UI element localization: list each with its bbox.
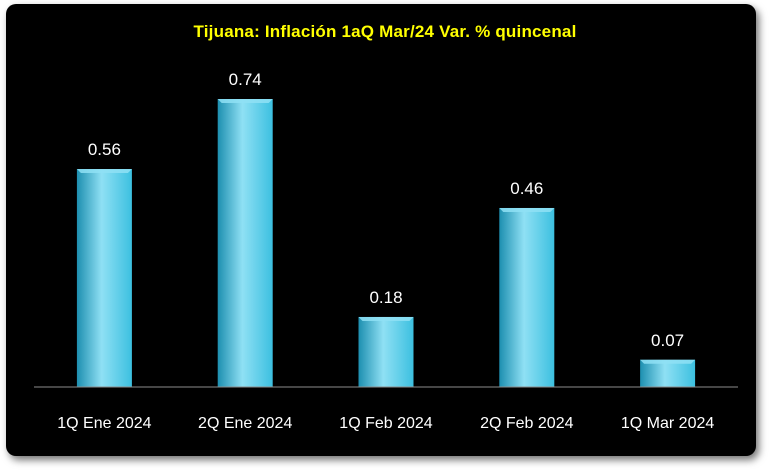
chart-title: Tijuana: Inflación 1aQ Mar/24 Var. % qui… <box>193 22 577 41</box>
bar-bevel-4 <box>499 207 555 212</box>
bar-bevel-3 <box>358 316 414 321</box>
bar-bevel-1 <box>76 169 132 174</box>
x-tick-label-5: 1Q Mar 2024 <box>621 415 714 432</box>
bar-bevel-2 <box>217 99 273 103</box>
bar-5 <box>640 359 696 387</box>
x-tick-label-3: 1Q Feb 2024 <box>339 415 433 432</box>
bar-2 <box>217 99 273 387</box>
data-label-5: 0.07 <box>651 331 684 350</box>
x-tick-label-1: 1Q Ene 2024 <box>57 415 151 432</box>
bar-4 <box>499 207 555 387</box>
data-label-4: 0.46 <box>510 179 543 198</box>
bar-1 <box>76 169 132 387</box>
bar-3 <box>358 316 414 387</box>
data-label-3: 0.18 <box>369 288 402 307</box>
x-tick-label-4: 2Q Feb 2024 <box>480 415 574 432</box>
data-label-1: 0.56 <box>88 140 121 159</box>
data-label-2: 0.74 <box>229 70 262 89</box>
x-tick-label-2: 2Q Ene 2024 <box>198 415 292 432</box>
bar-bevel-5 <box>640 359 696 364</box>
